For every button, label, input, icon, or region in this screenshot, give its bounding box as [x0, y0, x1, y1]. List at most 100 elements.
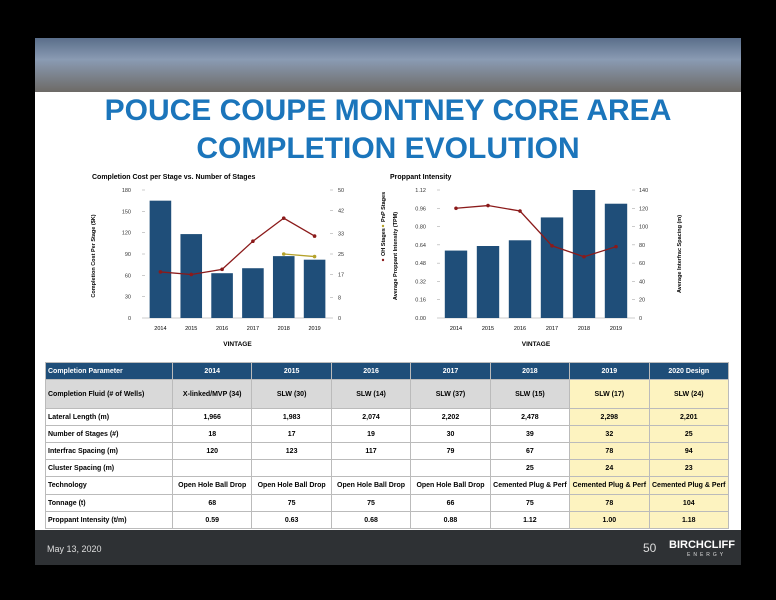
y-tick-label: 120 [122, 231, 131, 237]
bar [444, 250, 468, 318]
row-label: Proppant Intensity (t/m) [45, 511, 173, 529]
cell: Open Hole Ball Drop [171, 476, 253, 495]
y2-tick-label: 40 [639, 279, 645, 285]
line [283, 253, 315, 258]
cell: SLW (24) [648, 379, 730, 409]
y2-axis-label: Average Interfrac Spacing (m) [677, 215, 683, 293]
table-row: Interfrac Spacing (m) 120 123 117 79 67 78 94 [45, 442, 730, 460]
y2-tick-label: 20 [639, 298, 645, 304]
cell: X-linked/MVP (34) [171, 379, 253, 409]
cell: 67 [489, 442, 571, 460]
cell: 75 [251, 494, 332, 512]
legend-label: PnP Stages [381, 192, 387, 222]
y-tick-label: 0.00 [415, 316, 426, 322]
y2-tick-label: 80 [639, 243, 645, 249]
bar [242, 268, 264, 318]
cell: Open Hole Ball Drop [330, 476, 412, 495]
charts: Completion Cost per Stage vs. Number of … [91, 174, 683, 348]
x-tick-label: 2019 [610, 326, 622, 332]
bar [540, 217, 564, 318]
date: May 13, 2020 [47, 544, 102, 554]
cell: Cemented Plug & Perf [489, 476, 571, 495]
cell: 39 [489, 425, 571, 443]
cell: 2,202 [410, 408, 491, 426]
x-tick-label: 2017 [546, 326, 558, 332]
cell: 117 [330, 442, 412, 460]
bar [604, 203, 628, 318]
page-number: 50 [643, 541, 657, 555]
cell: 1,966 [171, 408, 253, 426]
line-marker [251, 239, 255, 243]
cell: 94 [648, 442, 730, 460]
line-marker [454, 206, 458, 211]
cell: 25 [489, 459, 571, 477]
cell [251, 459, 332, 477]
bar [303, 259, 326, 318]
table-row: Proppant Intensity (t/m) 0.59 0.63 0.68 0.88… [45, 511, 730, 529]
header-cell: Completion Parameter [45, 362, 173, 380]
row-label: Technology [45, 476, 173, 495]
bar [211, 273, 233, 318]
logo: BIRCHCLIFF [669, 539, 735, 551]
line-marker [614, 244, 618, 249]
cell: 123 [251, 442, 332, 460]
cell: SLW (15) [489, 379, 571, 409]
line-marker [158, 270, 163, 274]
y2-tick-label: 25 [338, 252, 344, 258]
cell: 120 [171, 442, 253, 460]
x-tick-label: 2018 [278, 326, 290, 332]
y-axis-label: Completion Cost Per Stage ($K) [91, 214, 97, 297]
x-tick-label: 2015 [185, 326, 197, 332]
line-marker [312, 254, 317, 259]
x-tick-label: 2019 [308, 326, 320, 332]
cell: 75 [330, 494, 412, 512]
chart-title: Completion Cost per Stage vs. Number of … [92, 174, 255, 181]
y2-tick-label: 120 [639, 206, 648, 212]
cell: 79 [410, 442, 491, 460]
line-marker [281, 252, 286, 256]
cell: 0.68 [330, 511, 412, 529]
y-tick-label: 0.96 [415, 206, 426, 212]
bar [508, 240, 532, 318]
table-row: Tonnage (t) 68 75 75 66 75 78 104 [45, 494, 730, 512]
line [455, 204, 617, 258]
y2-tick-label: 42 [338, 208, 344, 214]
y2-tick-label: 0 [338, 316, 341, 322]
bar [572, 190, 596, 318]
cell: Cemented Plug & Perf [648, 476, 730, 495]
row-label: Completion Fluid (# of Wells) [45, 379, 173, 409]
y-tick-label: 150 [122, 209, 131, 215]
x-tick-label: 2016 [216, 326, 228, 332]
line-marker [189, 272, 194, 277]
data-table: Completion Parameter 2014 2015 2016 2017 2018… [45, 362, 730, 529]
cell: 2,478 [489, 408, 571, 426]
cell: 25 [648, 425, 730, 443]
legend-dot [381, 224, 385, 228]
line-marker [220, 267, 224, 272]
line-marker [518, 209, 522, 213]
y-tick-label: 90 [125, 252, 131, 258]
row-label: Interfrac Spacing (m) [45, 442, 173, 460]
row-label: Tonnage (t) [45, 494, 173, 512]
slide: POUCE COUPE MONTNEY CORE AREA COMPLETION… [35, 38, 741, 565]
y-tick-label: 0.64 [415, 243, 426, 249]
legend-dot [381, 258, 385, 262]
cell: Cemented Plug & Perf [569, 476, 650, 495]
row-label: Cluster Spacing (m) [45, 459, 173, 477]
header-row: Completion Parameter 2014 2015 2016 2017 2018… [45, 362, 730, 380]
cell: 104 [648, 494, 730, 512]
header-cell: 2014 [171, 362, 253, 380]
x-axis-label: VINTAGE [223, 341, 252, 348]
cell: Open Hole Ball Drop [410, 476, 491, 495]
table-row: Number of Stages (#) 18 17 19 30 39 32 25 [45, 425, 730, 443]
cell [410, 459, 491, 477]
y2-tick-label: 140 [639, 188, 648, 194]
bar [149, 200, 172, 318]
line-marker [312, 234, 317, 238]
y-tick-label: 30 [125, 295, 131, 301]
table-row: Completion Fluid (# of Wells) X-linked/MV… [45, 379, 730, 409]
cell: 1.12 [489, 511, 571, 529]
cell: 0.88 [410, 511, 491, 529]
table-row: Technology Open Hole Ball Drop Open Hole B… [45, 476, 730, 495]
